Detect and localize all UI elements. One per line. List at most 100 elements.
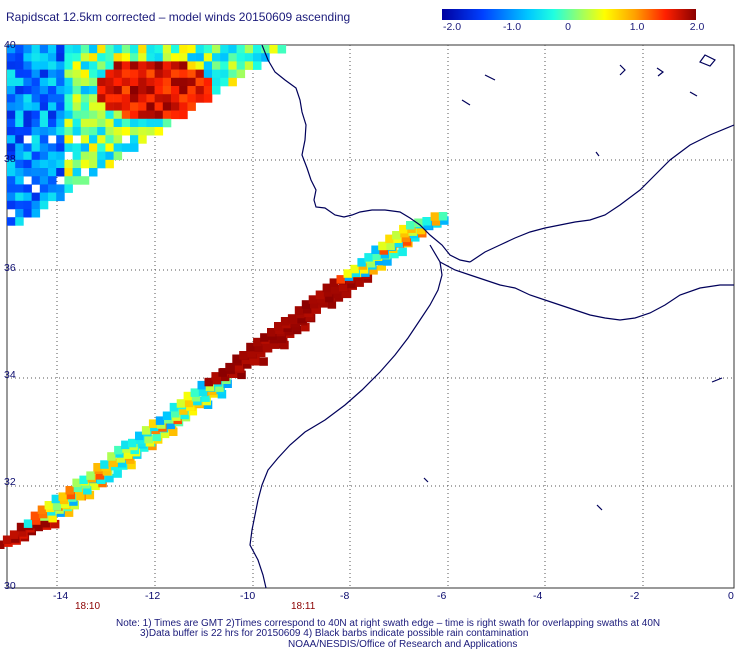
wind-cell [7,94,16,103]
wind-cell [64,53,73,62]
wind-cell [187,94,196,103]
wind-cell [7,176,16,185]
wind-cell [146,86,155,95]
wind-cell [127,460,136,470]
morocco-coast [249,244,443,589]
wind-cell [39,184,49,193]
wind-cell [23,61,32,70]
wind-cell [141,426,151,435]
wind-cell [171,61,180,70]
wind-cell [146,77,155,87]
wind-cell [398,247,407,257]
wind-cell [440,216,449,225]
wind-cell [171,77,180,87]
wind-cell [72,94,82,103]
wind-cell [203,94,213,103]
wind-cell [56,143,65,152]
wind-cell [64,159,73,169]
wind-cell [48,513,57,523]
wind-cell [105,77,114,87]
wind-cell [48,151,57,161]
wind-cell [89,86,98,95]
wind-cell [80,61,90,70]
wind-cell [154,53,164,62]
wind-cell [253,61,262,70]
x-tick-label: -4 [533,590,543,602]
wind-cell [7,53,16,62]
wind-cell [105,151,114,161]
wind-cell [171,69,180,79]
wind-cell [89,61,98,70]
wind-cell [187,86,196,95]
wind-cell [121,94,131,103]
wind-cell [65,486,74,495]
wind-cell [113,151,123,161]
wind-cell [162,45,172,54]
wind-cell [179,45,188,54]
wind-cell [23,184,32,193]
wind-cell [15,176,24,185]
wind-cell [39,192,49,202]
coastline [249,44,735,589]
wind-cell [187,69,196,79]
wind-cell [56,192,65,202]
wind-cell [31,200,41,210]
wind-cell [89,53,98,62]
wind-cell [15,118,24,128]
wind-cell [80,94,90,103]
y-tick-label: 30 [4,580,16,592]
wind-cell [48,184,57,193]
wind-cell [406,221,415,230]
wind-cell [31,127,41,136]
wind-cell [64,94,73,103]
wind-cell [301,322,310,332]
wind-cell [138,45,147,54]
wind-cell [50,519,60,529]
wind-cell [15,69,24,79]
wind-cell [7,61,16,70]
wind-cell [144,434,153,444]
wind-cell [56,94,65,103]
wind-cell [121,53,131,62]
wind-cell [211,372,220,381]
wind-cell [23,69,32,79]
wind-cell [64,127,73,136]
wind-cell [113,110,123,120]
wind-cell [325,293,334,303]
wind-cell [274,322,283,331]
island [656,67,665,77]
wind-cell [15,77,24,87]
wind-cell [113,53,123,62]
wind-cell [128,438,137,448]
x-tick-label: -6 [437,590,447,602]
wind-cell [246,342,255,352]
wind-cell [371,245,380,254]
wind-cell [162,61,172,70]
wind-cell [56,151,65,161]
wind-cell [48,102,57,111]
wind-cell [39,118,49,128]
wind-cell [121,127,131,136]
wind-cell [105,86,114,95]
wind-cell [97,135,106,144]
wind-cell [212,53,221,62]
wind-cell [154,118,164,128]
wind-cell [7,110,16,120]
wind-cell [39,61,49,70]
wind-cell [105,110,114,120]
wind-cell [105,61,114,70]
wind-cell [86,471,95,480]
wind-cell [431,217,441,226]
wind-cell [179,77,188,87]
wind-cell [195,53,205,62]
wind-cell [39,143,49,152]
wind-cell [7,143,16,152]
wind-cell [23,110,32,120]
wind-cell [154,45,164,54]
wind-cell [187,61,196,70]
wind-cell [322,283,332,293]
island [711,377,723,383]
wind-cell [390,249,399,259]
wind-cell [56,61,65,70]
wind-cell [64,135,73,144]
